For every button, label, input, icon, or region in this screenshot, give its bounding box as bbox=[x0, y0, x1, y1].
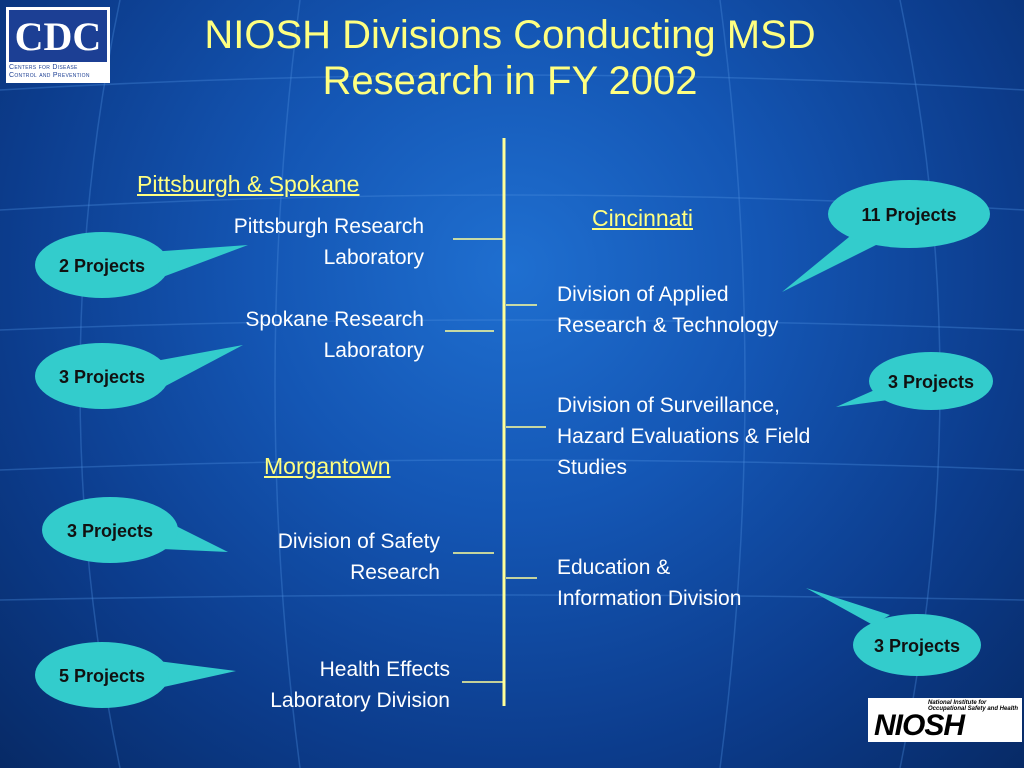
division-surveillance-line2: Hazard Evaluations & Field bbox=[557, 425, 811, 448]
niosh-logo: National Institute for Occupational Safe… bbox=[868, 698, 1022, 742]
cdc-logo-subtitle: Centers for Disease Control and Preventi… bbox=[9, 64, 107, 80]
bubble-spokane bbox=[35, 343, 243, 409]
projects-health: 5 Projects bbox=[59, 666, 145, 686]
division-surveillance-line1: Division of Surveillance, bbox=[557, 394, 780, 417]
division-education-line1: Education & bbox=[557, 556, 671, 579]
division-safety-research: Division of Safety Research bbox=[278, 526, 440, 588]
division-education-information: Education & Information Division bbox=[557, 552, 741, 614]
division-surveillance: Division of Surveillance, Hazard Evaluat… bbox=[557, 390, 810, 483]
bubble-surveillance bbox=[836, 352, 993, 410]
niosh-wordmark: NIOSH bbox=[874, 709, 965, 742]
bubble-applied bbox=[782, 180, 990, 292]
niosh-tagline: National Institute for Occupational Safe… bbox=[928, 700, 1019, 712]
title-line1: NIOSH Divisions Conducting MSD bbox=[204, 13, 816, 57]
heading-cincinnati: Cincinnati bbox=[592, 205, 693, 231]
division-health-effects: Health Effects Laboratory Division bbox=[270, 654, 450, 716]
division-safety-line1: Division of Safety bbox=[277, 530, 440, 553]
projects-pittsburgh: 2 Projects bbox=[59, 256, 145, 276]
division-applied-line1: Division of Applied bbox=[557, 283, 729, 306]
division-applied-research: Division of Applied Research & Technolog… bbox=[557, 279, 778, 341]
projects-surveillance: 3 Projects bbox=[888, 372, 974, 392]
division-health-line1: Health Effects bbox=[319, 658, 450, 681]
heading-morgantown: Morgantown bbox=[264, 453, 391, 479]
heading-pittsburgh-spokane: Pittsburgh & Spokane bbox=[137, 171, 360, 197]
division-education-line2: Information Division bbox=[557, 587, 742, 610]
bubble-pittsburgh bbox=[35, 232, 248, 298]
projects-applied: 11 Projects bbox=[861, 205, 956, 225]
slide-title: NIOSH Divisions Conducting MSD Research … bbox=[120, 12, 900, 104]
division-spokane-line1: Spokane Research bbox=[245, 308, 424, 331]
division-pittsburgh-line2: Laboratory bbox=[323, 246, 424, 269]
bubble-education bbox=[806, 588, 981, 676]
division-spokane-research: Spokane Research Laboratory bbox=[245, 304, 424, 366]
cdc-sub-line2: Control and Prevention bbox=[9, 72, 90, 79]
division-health-line2: Laboratory Division bbox=[270, 689, 450, 712]
cdc-logo-text: CDC bbox=[9, 10, 107, 62]
division-pittsburgh-research: Pittsburgh Research Laboratory bbox=[234, 211, 424, 273]
division-surveillance-line3: Studies bbox=[557, 456, 628, 479]
cdc-sub-line1: Centers for Disease bbox=[9, 64, 78, 71]
bubble-safety bbox=[42, 497, 228, 563]
projects-spokane: 3 Projects bbox=[59, 367, 145, 387]
division-applied-line2: Research & Technology bbox=[557, 314, 779, 337]
division-pittsburgh-line1: Pittsburgh Research bbox=[233, 215, 424, 238]
division-spokane-line2: Laboratory bbox=[323, 339, 424, 362]
division-safety-line2: Research bbox=[350, 561, 440, 584]
bubble-health bbox=[35, 642, 236, 708]
projects-education: 3 Projects bbox=[874, 636, 960, 656]
cdc-logo: CDC Centers for Disease Control and Prev… bbox=[6, 7, 110, 83]
title-line2: Research in FY 2002 bbox=[322, 59, 698, 103]
projects-safety: 3 Projects bbox=[67, 521, 153, 541]
